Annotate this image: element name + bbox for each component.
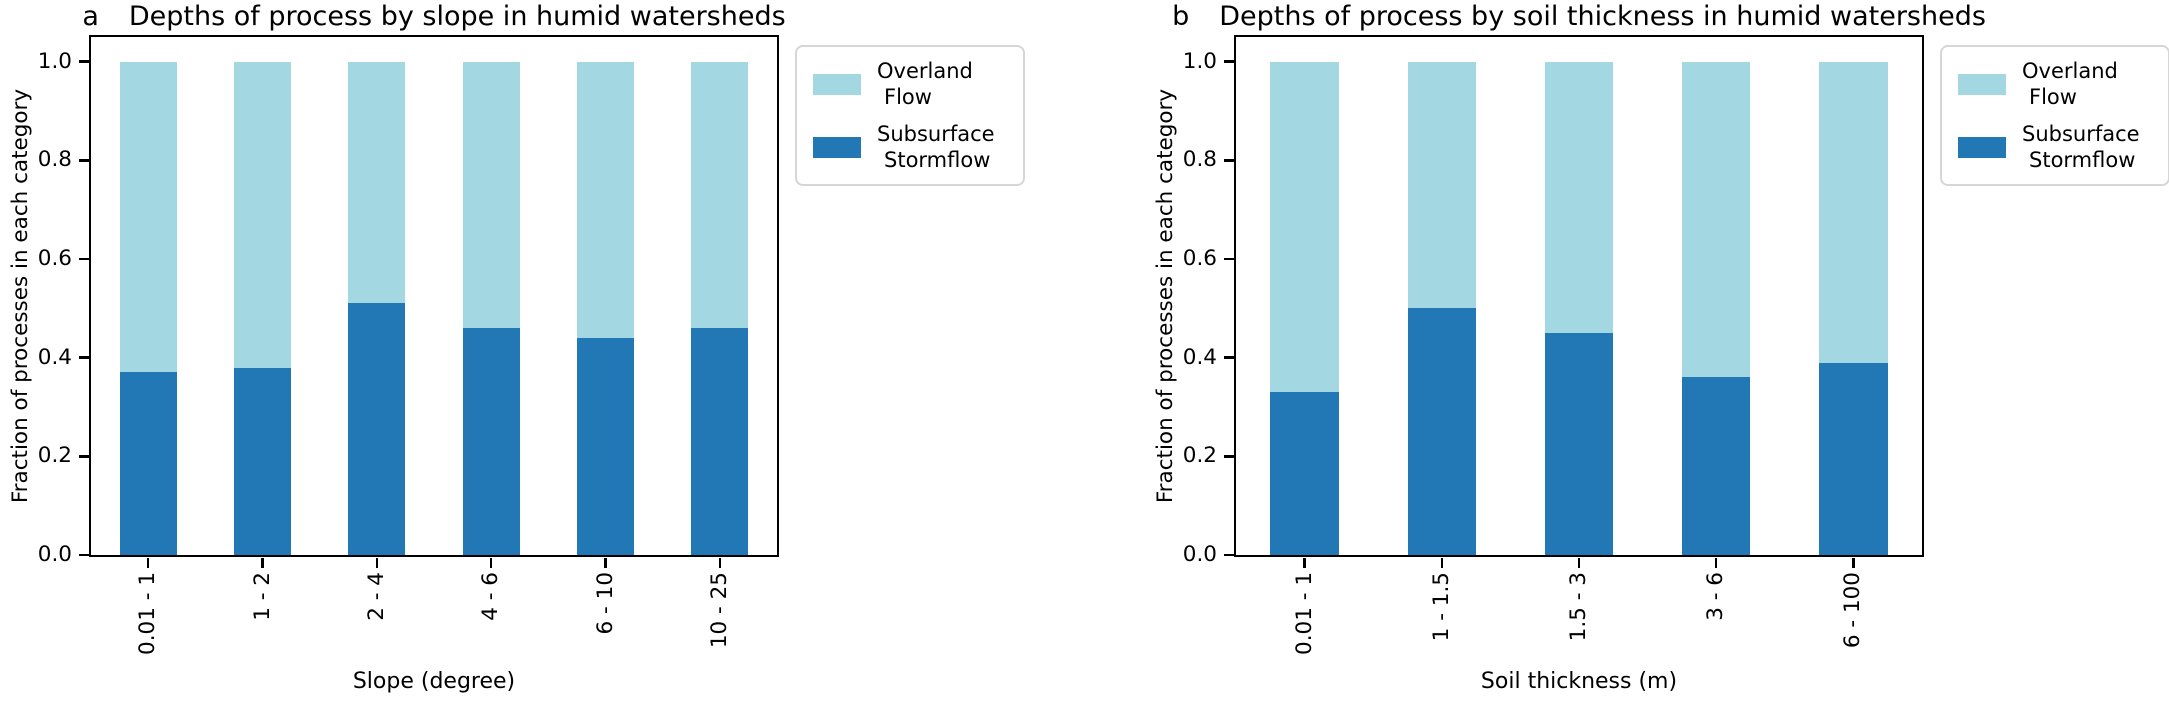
x-tick-mark bbox=[1577, 557, 1581, 568]
panel-letter-a: a bbox=[82, 1, 99, 32]
bar-segment-subsurface-stormflow bbox=[233, 367, 292, 555]
legend-label: Overland Flow bbox=[2022, 59, 2118, 109]
x-tick-mark bbox=[718, 557, 722, 568]
y-tick-mark bbox=[1223, 553, 1234, 557]
legend-entry-subsurface-stormflow: Subsurface Stormflow bbox=[1958, 121, 2160, 173]
x-axis-label-a: Slope (degree) bbox=[352, 669, 516, 694]
bar-1-5-3 bbox=[1544, 37, 1614, 555]
y-tick-mark bbox=[1223, 455, 1234, 458]
legend-entry-overland-flow: Overland Flow bbox=[813, 58, 1015, 110]
bar-0-01-1 bbox=[119, 37, 177, 555]
bar-2-4 bbox=[348, 37, 406, 555]
bar-segment-overland-flow bbox=[1407, 61, 1477, 309]
bar-segment-subsurface-stormflow bbox=[691, 328, 749, 555]
legend-a: Overland Flow Subsurface Stormflow bbox=[795, 45, 1025, 186]
panel-letter-b: b bbox=[1172, 1, 1190, 32]
x-axis-label-b: Soil thickness (m) bbox=[1480, 669, 1678, 694]
chart-panel-a: a Depths of process by slope in humid wa… bbox=[8, 0, 1025, 694]
bar-segment-subsurface-stormflow bbox=[1544, 333, 1614, 555]
legend-label: Overland Flow bbox=[877, 59, 973, 109]
y-tick-label: 0.2 bbox=[37, 443, 72, 469]
legend-swatch-subsurface-stormflow bbox=[1958, 136, 2006, 158]
y-tick-mark bbox=[78, 455, 89, 458]
y-tick-label: 1.0 bbox=[37, 48, 72, 74]
bar-segment-overland-flow bbox=[1681, 61, 1751, 378]
y-tick-label: 0.0 bbox=[1182, 542, 1217, 567]
y-tick-label: 1.0 bbox=[1182, 48, 1217, 74]
bar-segment-overland-flow bbox=[462, 61, 520, 329]
x-tick-mark bbox=[146, 557, 150, 568]
bar-segment-subsurface-stormflow bbox=[1819, 362, 1888, 555]
chart-a-title-text: Depths of process by slope in humid wate… bbox=[128, 1, 786, 32]
y-tick-label: 0.4 bbox=[37, 344, 72, 370]
legend-swatch-overland-flow bbox=[813, 73, 861, 95]
legend-label: Subsurface Stormflow bbox=[877, 122, 995, 172]
x-tick-mark bbox=[489, 557, 493, 568]
chart-b-title: b Depths of process by soil thickness in… bbox=[1172, 0, 1986, 33]
bar-segment-overland-flow bbox=[233, 61, 292, 368]
x-tick-mark bbox=[1303, 557, 1306, 568]
y-tick-mark bbox=[78, 159, 89, 162]
bar-0-01-1 bbox=[1270, 37, 1339, 555]
bar-segment-overland-flow bbox=[691, 61, 749, 329]
y-tick-mark bbox=[1223, 257, 1234, 261]
bar-4-6 bbox=[462, 37, 520, 555]
y-tick-mark bbox=[1223, 60, 1234, 63]
bar-segment-overland-flow bbox=[1270, 61, 1339, 393]
x-tick-mark bbox=[375, 557, 379, 568]
bar-1-2 bbox=[233, 37, 292, 555]
legend-swatch-subsurface-stormflow bbox=[813, 136, 861, 158]
legend-b: Overland Flow Subsurface Stormflow bbox=[1940, 45, 2169, 186]
bar-segment-subsurface-stormflow bbox=[348, 303, 406, 555]
bar-segment-overland-flow bbox=[1544, 61, 1614, 333]
y-tick-mark bbox=[78, 60, 89, 63]
bar-segment-subsurface-stormflow bbox=[1270, 392, 1339, 555]
bar-segment-subsurface-stormflow bbox=[1681, 377, 1751, 555]
bar-3-6 bbox=[1681, 37, 1751, 555]
y-tick-mark bbox=[1223, 159, 1234, 162]
y-tick-mark bbox=[78, 257, 89, 261]
x-tick-mark bbox=[604, 557, 607, 568]
chart-panel-b: b Depths of process by soil thickness in… bbox=[1145, 0, 2169, 702]
y-tick-label: 0.6 bbox=[37, 246, 72, 272]
bar-6-100 bbox=[1819, 37, 1888, 555]
legend-entry-overland-flow: Overland Flow bbox=[1958, 58, 2160, 110]
y-tick-mark bbox=[1223, 356, 1234, 359]
legend-entry-subsurface-stormflow: Subsurface Stormflow bbox=[813, 121, 1015, 173]
chart-a-title: a Depths of process by slope in humid wa… bbox=[82, 0, 785, 33]
bar-segment-overland-flow bbox=[119, 61, 177, 373]
y-tick-label: 0.8 bbox=[1182, 147, 1217, 173]
x-tick-mark bbox=[1852, 557, 1855, 568]
bar-segment-subsurface-stormflow bbox=[576, 337, 635, 555]
bar-segment-subsurface-stormflow bbox=[1407, 308, 1477, 555]
bar-10-25 bbox=[691, 37, 749, 555]
x-tick-mark bbox=[1714, 557, 1718, 568]
x-tick-mark bbox=[1440, 557, 1444, 568]
y-tick-label: 0.4 bbox=[1182, 344, 1217, 370]
x-tick-mark bbox=[261, 557, 264, 568]
bar-6-10 bbox=[576, 37, 635, 555]
y-tick-mark bbox=[78, 553, 89, 557]
bar-1-1-5 bbox=[1407, 37, 1477, 555]
y-tick-label: 0.8 bbox=[37, 147, 72, 173]
legend-label: Subsurface Stormflow bbox=[2022, 122, 2140, 172]
legend-swatch-overland-flow bbox=[1958, 73, 2006, 95]
bar-segment-subsurface-stormflow bbox=[462, 328, 520, 555]
chart-b-title-text: Depths of process by soil thickness in h… bbox=[1219, 1, 1986, 32]
bar-segment-overland-flow bbox=[576, 61, 635, 338]
y-tick-label: 0.0 bbox=[37, 542, 72, 567]
y-tick-label: 0.6 bbox=[1182, 246, 1217, 272]
bar-segment-overland-flow bbox=[1819, 61, 1888, 363]
bar-segment-subsurface-stormflow bbox=[119, 372, 177, 555]
y-tick-mark bbox=[78, 356, 89, 359]
y-tick-label: 0.2 bbox=[1182, 443, 1217, 469]
bar-segment-overland-flow bbox=[348, 61, 406, 304]
